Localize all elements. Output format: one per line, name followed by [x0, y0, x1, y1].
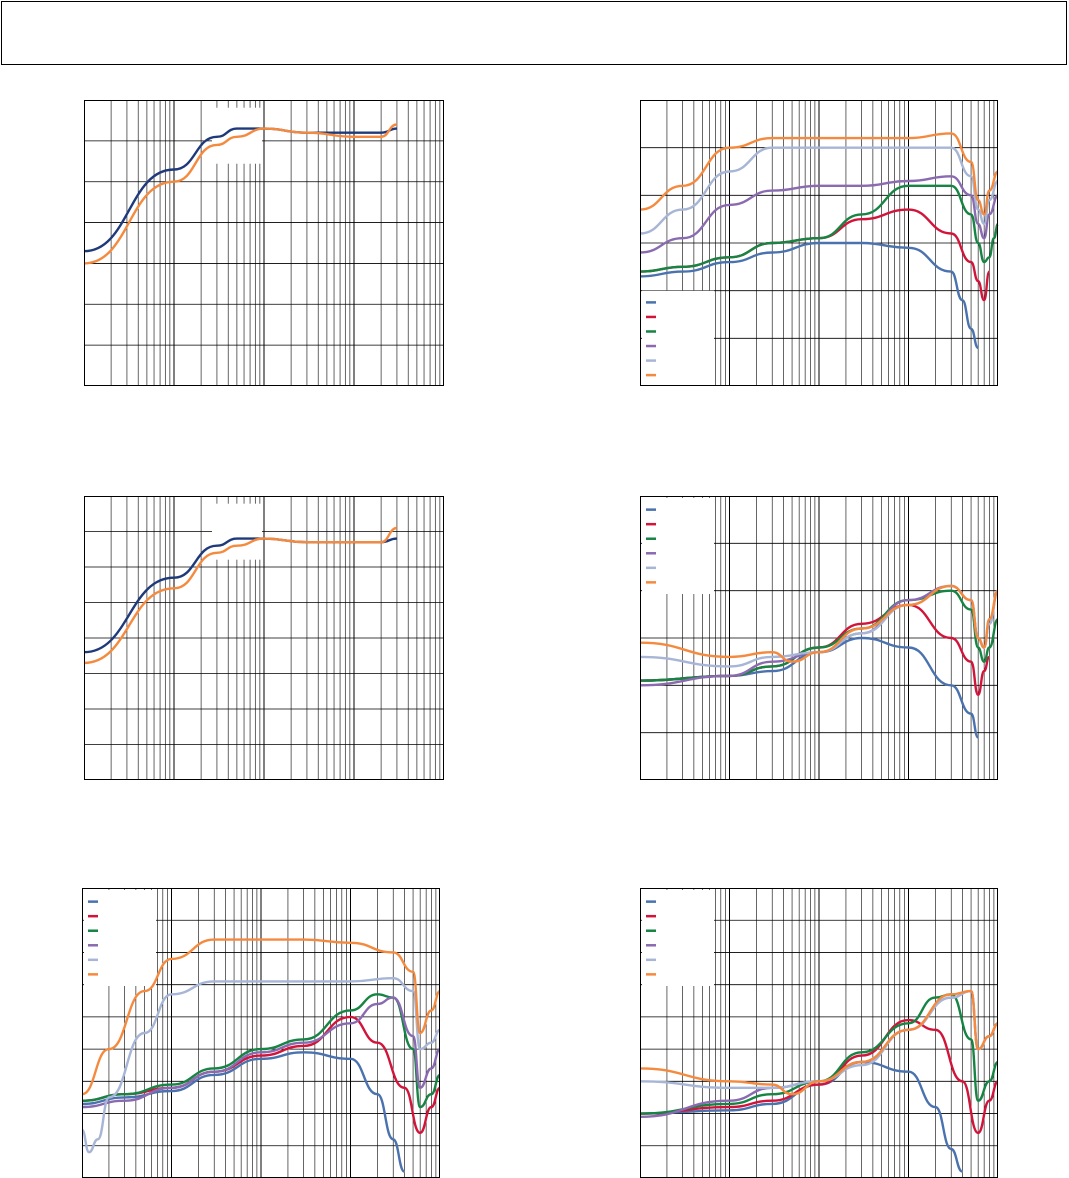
plot-frame	[84, 496, 444, 780]
series-line-6	[639, 132, 999, 216]
grid	[84, 496, 444, 780]
chart-middle-right	[639, 496, 1000, 780]
plot-frame	[640, 100, 998, 386]
legend-box	[642, 890, 714, 986]
chart-middle-left	[83, 496, 444, 780]
series-line-3	[81, 993, 441, 1109]
plot-frame	[84, 100, 444, 386]
series-group	[83, 123, 398, 265]
series-line-4	[81, 996, 441, 1109]
chart-bottom-right	[639, 888, 999, 1178]
series-group	[83, 526, 398, 665]
chart-bottom-left	[80, 888, 441, 1178]
series-line-2	[83, 123, 398, 265]
series-group	[639, 989, 999, 1173]
series-group	[80, 938, 441, 1173]
chart-top-right	[639, 100, 1000, 387]
series-line-1	[639, 241, 979, 350]
legend-box	[212, 503, 262, 560]
series-line-5	[80, 977, 441, 1154]
legend	[84, 890, 156, 986]
series-line-2	[83, 526, 398, 665]
series-line-6	[81, 938, 441, 1096]
grid	[84, 100, 444, 386]
series-line-2	[639, 1018, 999, 1135]
series-line-5	[639, 146, 999, 235]
legend-box	[642, 290, 714, 387]
legend	[642, 290, 714, 387]
series-group	[639, 132, 1000, 350]
legend-box	[84, 890, 156, 986]
series-line-3	[639, 184, 1000, 273]
series-line-1	[83, 127, 397, 253]
plot-frame	[640, 496, 998, 780]
page-header-box	[1, 1, 1067, 65]
series-line-6	[639, 989, 999, 1096]
series-line-3	[639, 993, 999, 1115]
series-line-6	[639, 584, 1000, 663]
legend	[642, 498, 714, 594]
series-group	[639, 584, 1000, 739]
series-line-4	[639, 175, 999, 254]
legend	[212, 503, 262, 560]
legend	[642, 890, 714, 986]
legend-box	[642, 498, 714, 594]
chart-top-left	[83, 100, 444, 386]
